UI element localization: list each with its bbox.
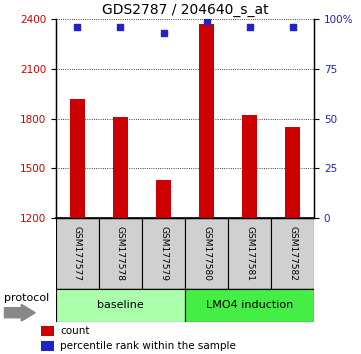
Text: protocol: protocol: [4, 293, 50, 303]
Text: GSM177577: GSM177577: [73, 225, 82, 281]
Bar: [41, 341, 54, 351]
Bar: [271, 218, 314, 289]
Point: [161, 30, 166, 36]
Point: [75, 24, 81, 30]
Text: percentile rank within the sample: percentile rank within the sample: [60, 341, 236, 351]
Text: GSM177581: GSM177581: [245, 225, 254, 281]
Text: GSM177580: GSM177580: [202, 225, 211, 281]
Text: GSM177578: GSM177578: [116, 225, 125, 281]
Bar: [185, 218, 228, 289]
Bar: [99, 218, 142, 289]
Bar: [41, 326, 54, 336]
Bar: [185, 289, 314, 322]
Bar: [285, 127, 300, 218]
Text: count: count: [60, 326, 90, 336]
Text: baseline: baseline: [97, 300, 144, 310]
Bar: [228, 218, 271, 289]
FancyArrow shape: [4, 304, 35, 321]
Title: GDS2787 / 204640_s_at: GDS2787 / 204640_s_at: [102, 3, 268, 17]
Point: [290, 24, 295, 30]
Bar: [242, 115, 257, 218]
Bar: [56, 289, 185, 322]
Text: GSM177579: GSM177579: [159, 225, 168, 281]
Bar: [56, 218, 99, 289]
Point: [118, 24, 123, 30]
Bar: [199, 24, 214, 218]
Bar: [142, 218, 185, 289]
Text: GSM177582: GSM177582: [288, 225, 297, 281]
Text: LMO4 induction: LMO4 induction: [206, 300, 293, 310]
Bar: [156, 180, 171, 218]
Point: [204, 19, 209, 24]
Bar: [113, 117, 128, 218]
Bar: [70, 99, 85, 218]
Point: [247, 24, 252, 30]
